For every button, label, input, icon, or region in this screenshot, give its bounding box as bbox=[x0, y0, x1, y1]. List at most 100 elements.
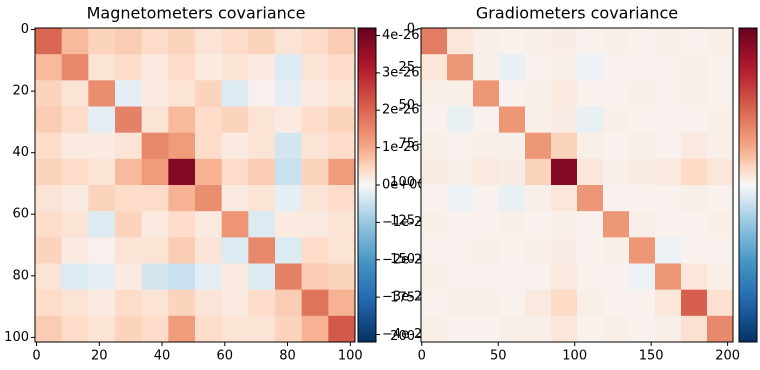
y-tick-label: 80 bbox=[12, 268, 29, 283]
x-tick-label: 20 bbox=[91, 349, 108, 364]
colorbar-tick-label: 3e-26 bbox=[382, 65, 420, 80]
heatmap-cell bbox=[499, 185, 526, 212]
heatmap-cell bbox=[525, 158, 552, 186]
x-tick-label: 80 bbox=[279, 349, 296, 364]
y-tick-label: 175 bbox=[390, 291, 415, 306]
heatmap-cell bbox=[681, 289, 708, 317]
heatmap-cell bbox=[275, 80, 302, 107]
colorbar-tick-label: 2e-26 bbox=[382, 103, 420, 118]
heatmap-cell bbox=[577, 237, 604, 264]
heatmap-cell bbox=[473, 185, 500, 212]
heatmap-cell bbox=[473, 211, 500, 238]
heatmap-cell bbox=[707, 211, 734, 238]
heatmap-cell bbox=[499, 315, 526, 343]
heatmap-cell bbox=[707, 263, 734, 290]
heatmap-cell bbox=[421, 289, 448, 317]
heatmap-cell bbox=[421, 185, 448, 212]
x-tick-label: 40 bbox=[154, 349, 171, 364]
heatmap-cell bbox=[61, 315, 89, 343]
y-tick-label: 20 bbox=[12, 84, 29, 99]
heatmap-cell bbox=[61, 80, 89, 107]
heatmap-cell bbox=[499, 211, 526, 238]
heatmap-cell bbox=[551, 158, 578, 186]
heatmap-cell bbox=[681, 185, 708, 212]
heatmap-cell bbox=[168, 289, 196, 317]
heatmap-cell bbox=[61, 132, 89, 160]
chart-title: Magnetometers covariance bbox=[87, 4, 306, 23]
heatmap-cell bbox=[473, 132, 500, 160]
y-tick-label: 60 bbox=[12, 207, 29, 222]
heatmap-cell bbox=[168, 211, 196, 238]
heatmap-cell bbox=[577, 315, 604, 343]
heatmap-cell bbox=[473, 80, 500, 107]
heatmap-cell bbox=[328, 211, 356, 238]
heatmap-cell bbox=[525, 237, 552, 264]
heatmap-cell bbox=[577, 158, 604, 186]
heatmap-cell bbox=[141, 237, 169, 264]
heatmap-cell bbox=[35, 289, 62, 317]
heatmap-cell bbox=[168, 237, 196, 264]
heatmap-cell bbox=[168, 158, 196, 186]
heatmap-cell bbox=[35, 237, 62, 264]
plot-frame bbox=[34, 27, 356, 343]
heatmap-cell bbox=[629, 132, 656, 160]
heatmap-cell bbox=[248, 185, 276, 212]
heatmap-cell bbox=[499, 158, 526, 186]
heatmap-cell bbox=[577, 54, 604, 81]
heatmap-cell bbox=[275, 211, 302, 238]
heatmap-cell bbox=[221, 158, 249, 186]
heatmap-cell bbox=[221, 28, 249, 55]
heatmap-cell bbox=[603, 158, 630, 186]
heatmap-cell bbox=[168, 132, 196, 160]
heatmap-cell bbox=[655, 158, 682, 186]
heatmap-cell bbox=[195, 263, 222, 290]
heatmap-cell bbox=[499, 289, 526, 317]
heatmap-cell bbox=[629, 158, 656, 186]
heatmap-cell bbox=[577, 211, 604, 238]
heatmap-cell bbox=[248, 289, 276, 317]
heatmap-cell bbox=[61, 211, 89, 238]
heatmap-cell bbox=[275, 263, 302, 290]
heatmap-cell bbox=[275, 106, 302, 133]
heatmap-cell bbox=[221, 106, 249, 133]
heatmap-cell bbox=[525, 211, 552, 238]
y-tick-label: 150 bbox=[390, 252, 415, 267]
colorbar-tick-label: 4e-26 bbox=[382, 28, 420, 43]
heatmap-cell bbox=[221, 132, 249, 160]
heatmap-cell bbox=[168, 106, 196, 133]
heatmap-cell bbox=[301, 158, 329, 186]
heatmap-cell bbox=[275, 28, 302, 55]
heatmap-cell bbox=[681, 80, 708, 107]
heatmap-cell bbox=[88, 185, 116, 212]
heatmap-cell bbox=[61, 237, 89, 264]
heatmap-cell bbox=[447, 263, 474, 290]
heatmap-cell bbox=[61, 263, 89, 290]
heatmap-cell bbox=[473, 106, 500, 133]
heatmap-cell bbox=[328, 106, 356, 133]
colorbar-tick-label: −2e-26 bbox=[382, 252, 430, 267]
heatmap-cell bbox=[88, 54, 116, 81]
y-tick-label: 40 bbox=[12, 145, 29, 160]
heatmap-cell bbox=[328, 237, 356, 264]
heatmap-cell bbox=[195, 80, 222, 107]
heatmap-cell bbox=[221, 185, 249, 212]
heatmap-cell bbox=[473, 54, 500, 81]
y-tick-label: 50 bbox=[398, 98, 415, 113]
heatmap-cell bbox=[115, 263, 142, 290]
heatmap-cell bbox=[328, 263, 356, 290]
heatmap-cell bbox=[275, 289, 302, 317]
heatmap-cell bbox=[61, 54, 89, 81]
heatmap-cell bbox=[707, 158, 734, 186]
heatmap-cell bbox=[681, 237, 708, 264]
heatmap-cell bbox=[301, 132, 329, 160]
heatmap-cell bbox=[421, 237, 448, 264]
heatmap-cell bbox=[681, 28, 708, 55]
heatmap-cell bbox=[525, 263, 552, 290]
y-tick-label: 75 bbox=[398, 137, 415, 152]
x-tick-label: 60 bbox=[217, 349, 234, 364]
heatmap-cell bbox=[655, 263, 682, 290]
heatmap-cell bbox=[655, 237, 682, 264]
heatmap-cell bbox=[301, 315, 329, 343]
heatmap-cell bbox=[88, 263, 116, 290]
heatmap-cell bbox=[499, 237, 526, 264]
